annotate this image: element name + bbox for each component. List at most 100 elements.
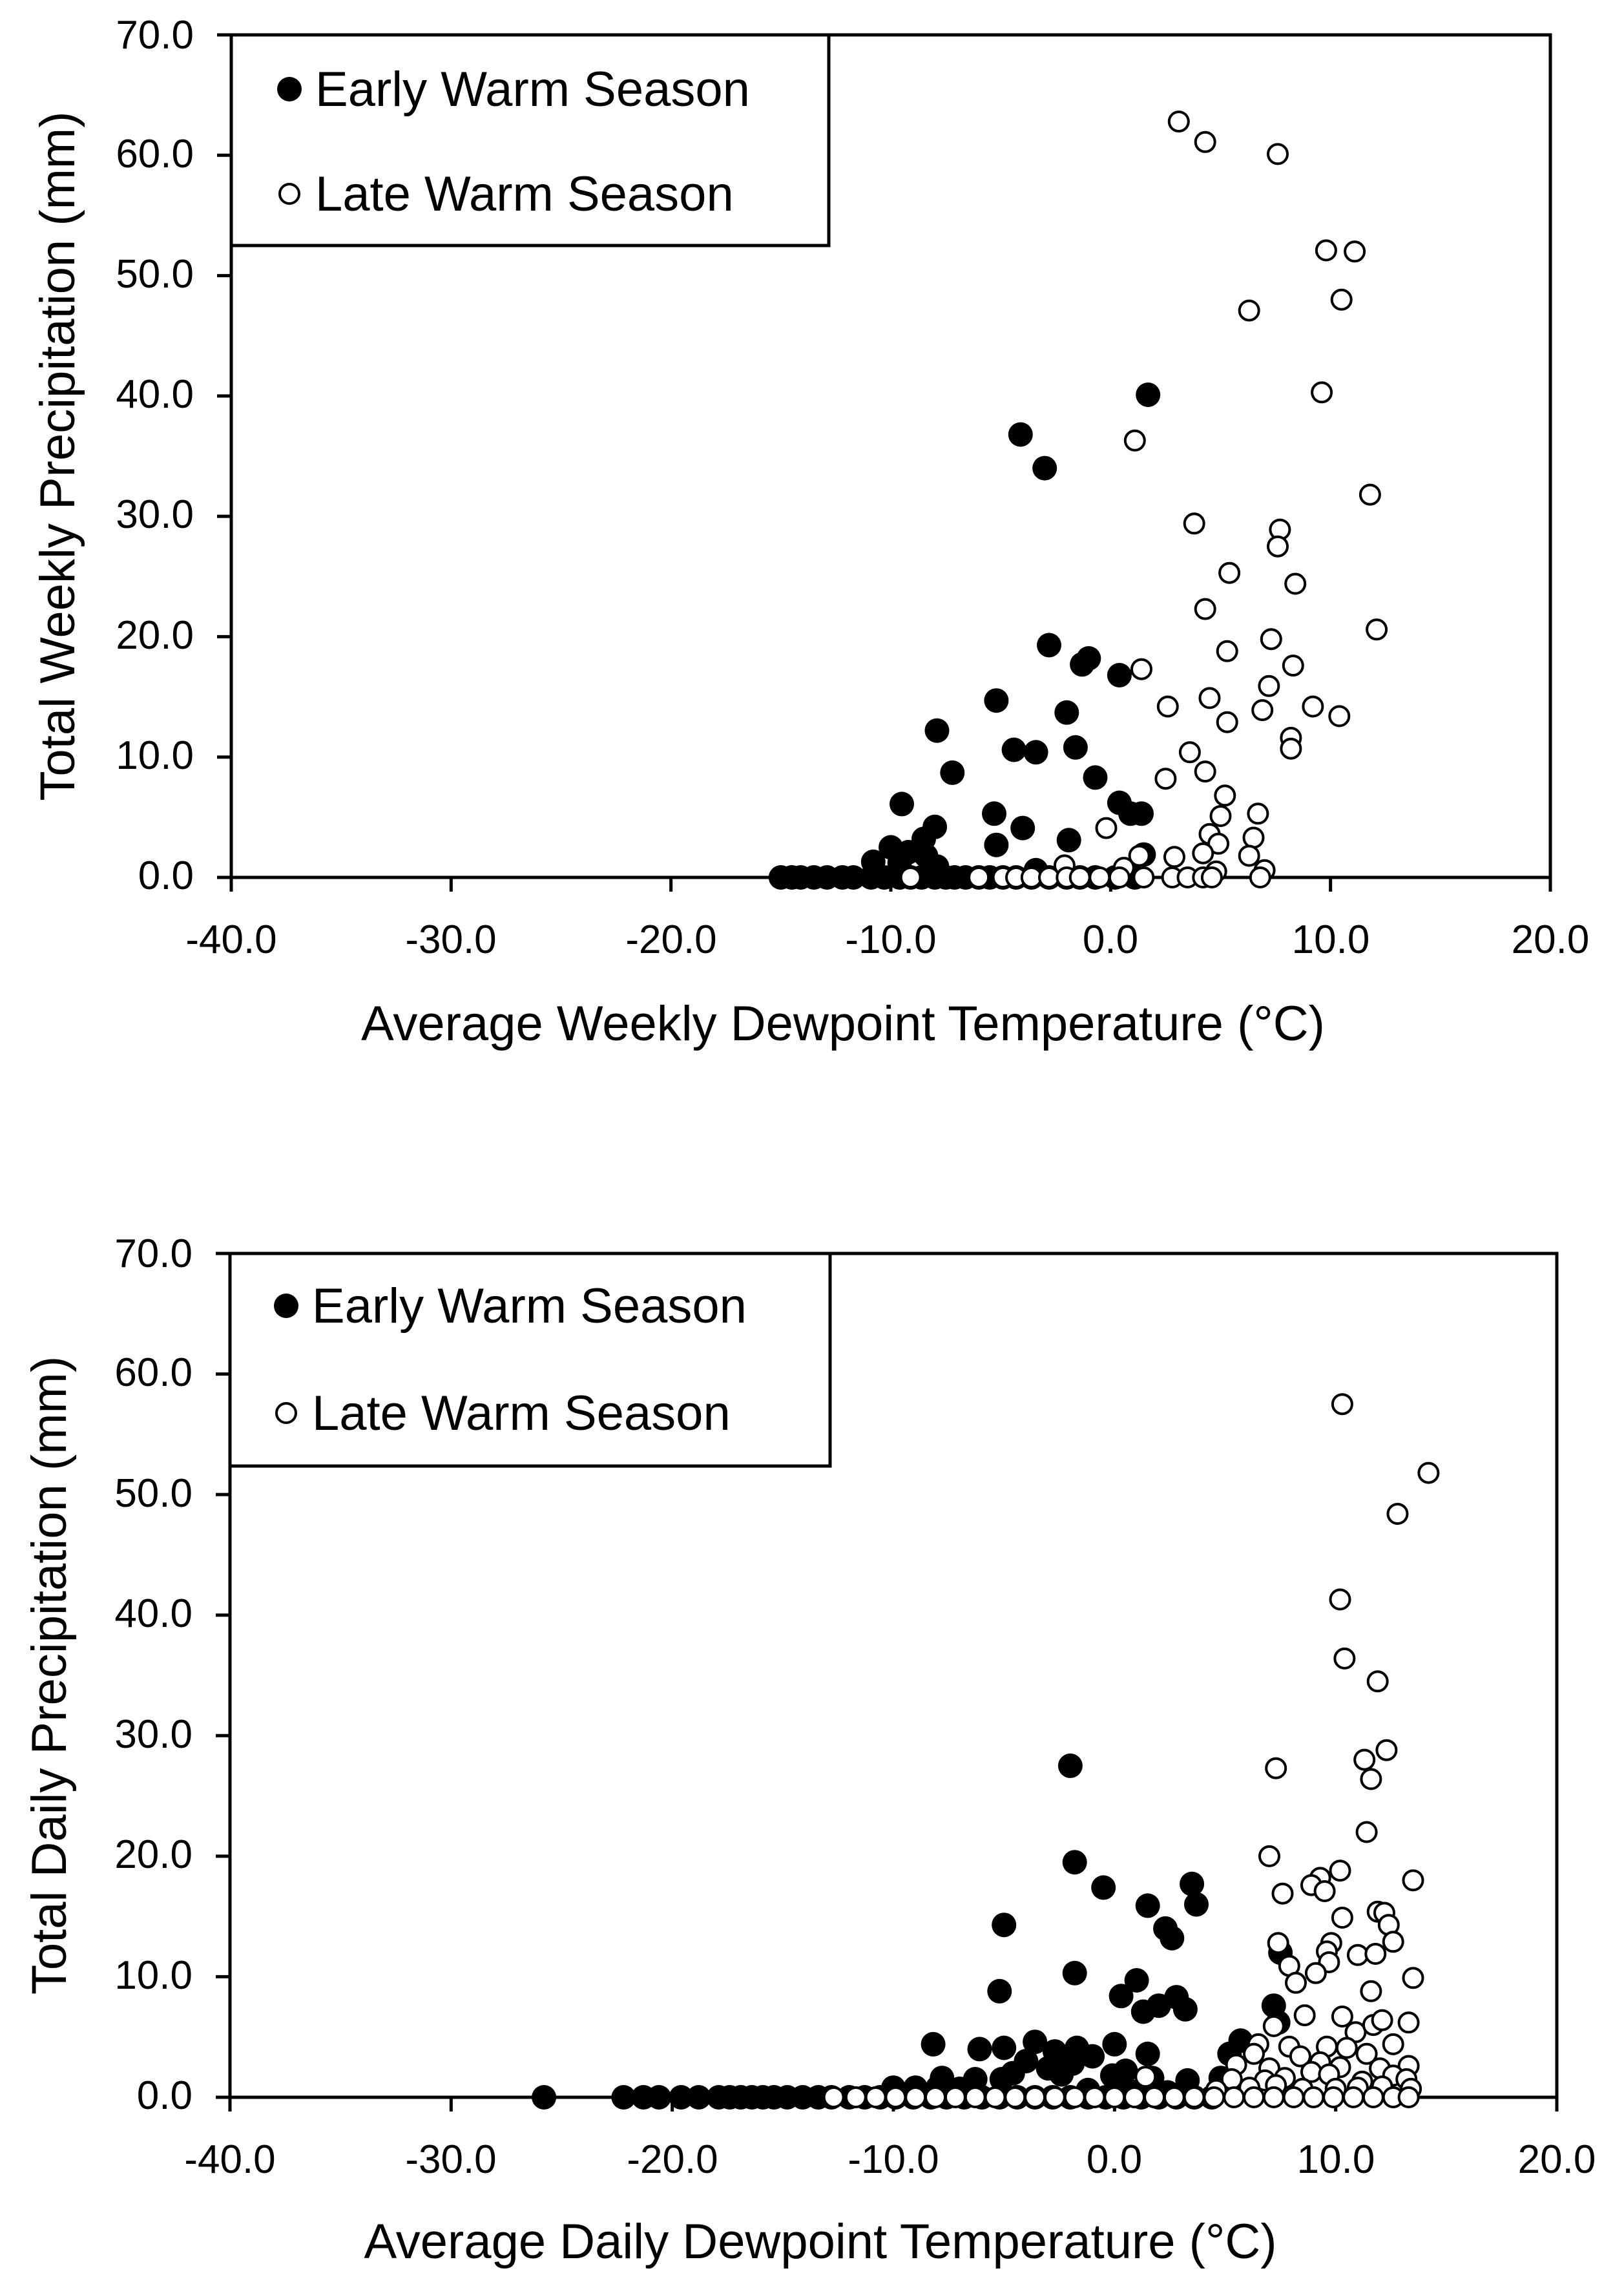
- late-season-point: [1130, 658, 1152, 680]
- x-tick-label: -10.0: [848, 2137, 939, 2182]
- early-season-point: [1062, 1850, 1087, 1875]
- late-season-point: [1366, 618, 1388, 641]
- early-season-point: [982, 801, 1006, 826]
- y-tick-label: 20.0: [114, 1832, 193, 1877]
- y-tick-label: 30.0: [114, 1712, 193, 1757]
- legend: Early Warm Season Late Warm Season: [229, 33, 831, 247]
- late-season-point: [1402, 1869, 1424, 1892]
- late-season-point: [1108, 866, 1130, 888]
- late-season-point: [1063, 2086, 1086, 2108]
- early-season-point: [1109, 1984, 1134, 2009]
- late-season-point: [1123, 429, 1146, 452]
- late-season-point: [1203, 2086, 1225, 2108]
- y-tick-label: 50.0: [116, 252, 194, 297]
- late-season-point: [1329, 1860, 1351, 1882]
- late-season-point: [1242, 826, 1265, 849]
- early-season-point: [1001, 737, 1026, 762]
- y-axis-title: Total Daily Precipitation (mm): [22, 1356, 77, 1995]
- early-season-point: [1054, 700, 1079, 725]
- late-season-point: [924, 2086, 946, 2108]
- late-season-point: [1397, 2011, 1420, 2034]
- early-season-point: [1032, 456, 1057, 481]
- legend-box: [229, 33, 831, 247]
- late-season-point: [1335, 2037, 1358, 2059]
- x-tick-label: 10.0: [1297, 2137, 1375, 2182]
- late-season-point: [844, 2086, 867, 2108]
- late-season-point: [1353, 1748, 1376, 1771]
- y-tick-label: 60.0: [114, 1350, 193, 1395]
- early-season-point: [1135, 2041, 1160, 2066]
- late-season-point: [1311, 381, 1333, 404]
- late-season-point: [1267, 143, 1289, 165]
- late-season-point: [1043, 2086, 1066, 2108]
- late-season-point: [968, 866, 990, 888]
- legend-marker-filled: [277, 77, 302, 101]
- early-season-point: [1057, 1753, 1083, 1778]
- late-season-point: [1333, 1647, 1356, 1670]
- early-season-point: [890, 791, 914, 817]
- late-season-point: [822, 2086, 845, 2108]
- late-season-point: [1132, 866, 1155, 888]
- early-season-point: [992, 2035, 1017, 2060]
- y-tick-label: 40.0: [114, 1591, 193, 1636]
- late-season-point: [1342, 2086, 1365, 2108]
- early-season-point: [1091, 1875, 1116, 1900]
- early-season-point: [984, 832, 1009, 857]
- legend-label-late: Late Warm Season: [312, 1386, 731, 1441]
- late-season-point: [1382, 2033, 1404, 2055]
- late-season-point: [1371, 2009, 1393, 2031]
- late-season-point: [1331, 1907, 1353, 1929]
- late-season-point: [1362, 2086, 1384, 2108]
- y-tick-label: 50.0: [114, 1471, 193, 1516]
- early-season-point: [841, 865, 866, 890]
- early-season-point: [1070, 652, 1095, 677]
- late-season-point: [1258, 675, 1280, 697]
- early-season-point: [1180, 1871, 1205, 1896]
- late-season-point: [1178, 741, 1201, 764]
- early-season-point: [1080, 2044, 1105, 2069]
- data-points: [768, 110, 1388, 890]
- y-tick-label: 10.0: [116, 733, 194, 778]
- early-season-point: [921, 2031, 946, 2057]
- late-season-point: [1249, 866, 1271, 888]
- x-tick-label: -30.0: [405, 2137, 496, 2182]
- late-season-point: [1198, 687, 1221, 709]
- axis-ticks: [216, 1252, 1559, 2112]
- early-season-point: [987, 1978, 1012, 2004]
- early-season-point: [1099, 2063, 1125, 2088]
- early-season-point: [1136, 382, 1161, 407]
- late-season-point: [1251, 699, 1274, 722]
- x-tick-label: 20.0: [1518, 2137, 1596, 2182]
- late-season-point: [884, 2086, 907, 2108]
- late-season-point: [984, 2086, 1006, 2108]
- x-tick-label: 0.0: [1087, 2137, 1142, 2182]
- late-season-point: [1293, 2004, 1316, 2027]
- early-season-point: [967, 2037, 992, 2062]
- late-season-point: [1313, 1880, 1336, 1902]
- late-season-point: [1223, 2086, 1245, 2108]
- late-season-point: [1315, 239, 1337, 262]
- early-season-point: [532, 2085, 557, 2110]
- late-season-point: [1214, 784, 1236, 807]
- late-season-point: [1183, 512, 1205, 535]
- early-season-point: [1049, 2062, 1074, 2087]
- early-season-point: [1023, 2029, 1048, 2055]
- early-season-point: [1172, 1996, 1198, 2022]
- late-season-point: [1163, 846, 1185, 868]
- x-tick-label: -20.0: [627, 2137, 718, 2182]
- late-season-point: [1083, 2086, 1106, 2108]
- late-season-point: [1289, 2045, 1311, 2068]
- late-season-point: [1355, 2042, 1378, 2065]
- late-season-point: [1330, 288, 1353, 311]
- x-tick-label: -40.0: [185, 917, 276, 962]
- late-season-point: [1207, 832, 1230, 855]
- late-season-point: [1282, 2086, 1305, 2108]
- x-tick-label: 20.0: [1512, 917, 1590, 962]
- late-season-point: [1386, 1503, 1409, 1525]
- early-season-point: [1107, 663, 1132, 687]
- late-season-point: [1024, 2086, 1046, 2108]
- data-points: [532, 1393, 1440, 2110]
- y-tick-label: 0.0: [137, 2073, 193, 2118]
- late-season-point: [1128, 844, 1150, 867]
- late-season-point: [1267, 1932, 1289, 1954]
